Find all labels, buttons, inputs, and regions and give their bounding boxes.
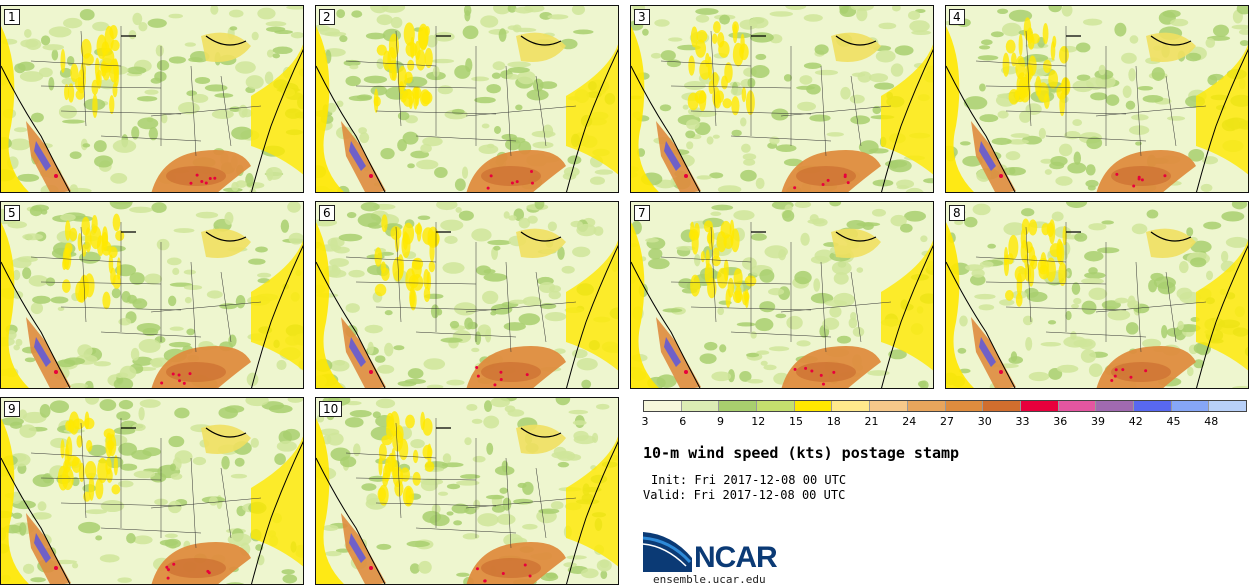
colorbar-tick: 24 — [902, 415, 917, 428]
colorbar-swatch — [681, 401, 720, 411]
member-label: 10 — [319, 401, 343, 417]
map-panel-2[interactable]: 2 — [315, 5, 619, 193]
colorbar-tick: 9 — [717, 415, 724, 428]
colorbar-tick: 3 — [641, 415, 649, 428]
colorbar-tick: 6 — [679, 415, 687, 428]
colorbar-tick: 48 — [1204, 415, 1219, 428]
colorbar-swatch — [832, 401, 871, 411]
colorbar-swatch — [794, 401, 833, 411]
colorbar-swatch — [870, 401, 908, 411]
colorbar-tick: 21 — [864, 415, 879, 428]
wind-map-9 — [1, 398, 303, 584]
colorbar-tick: 45 — [1166, 415, 1181, 428]
wind-map-6 — [316, 202, 618, 388]
colorbar-swatch — [1133, 401, 1172, 411]
map-panel-5[interactable]: 5 — [0, 201, 304, 389]
colorbar-swatch — [983, 401, 1021, 411]
member-label: 8 — [949, 205, 965, 221]
wind-map-10 — [316, 398, 618, 584]
colorbar-tick: 30 — [977, 415, 992, 428]
member-label: 4 — [949, 9, 965, 25]
colorbar-swatch — [644, 401, 682, 411]
map-panel-7[interactable]: 7 — [630, 201, 934, 389]
colorbar-tick: 12 — [751, 415, 766, 428]
member-label: 5 — [4, 205, 20, 221]
colorbar-swatch — [945, 401, 984, 411]
colorbar-tick: 18 — [826, 415, 841, 428]
wind-map-8 — [946, 202, 1248, 388]
wind-speed-colorbar — [643, 400, 1247, 412]
colorbar-tick: 33 — [1015, 415, 1030, 428]
colorbar-swatch — [757, 401, 795, 411]
wind-map-7 — [631, 202, 933, 388]
member-label: 3 — [634, 9, 650, 25]
wind-map-4 — [946, 6, 1248, 192]
colorbar-swatch — [1058, 401, 1097, 411]
colorbar-tick: 42 — [1128, 415, 1143, 428]
map-panel-3[interactable]: 3 — [630, 5, 934, 193]
colorbar-swatch — [719, 401, 758, 411]
member-label: 9 — [4, 401, 20, 417]
colorbar-swatch — [1020, 401, 1059, 411]
wind-map-1 — [1, 6, 303, 192]
ncar-logo-icon — [642, 532, 692, 572]
colorbar-tick: 27 — [940, 415, 954, 428]
wind-map-2 — [316, 6, 618, 192]
colorbar-tick: 15 — [789, 415, 803, 428]
member-label: 7 — [634, 205, 650, 221]
valid-time: Valid: Fri 2017-12-08 00 UTC — [643, 488, 846, 502]
wind-map-5 — [1, 202, 303, 388]
member-label: 6 — [319, 205, 335, 221]
colorbar-tick: 36 — [1053, 415, 1068, 428]
map-panel-9[interactable]: 9 — [0, 397, 304, 585]
init-time: Init: Fri 2017-12-08 00 UTC — [651, 473, 847, 487]
map-panel-8[interactable]: 8 — [945, 201, 1249, 389]
colorbar-tick-labels: 3 6 9 12 15 18 21 24 27 30 33 36 39 42 45 48 — [641, 415, 1247, 429]
map-panel-10[interactable]: 10 — [315, 397, 619, 585]
chart-title: 10-m wind speed (kts) postage stamp — [643, 444, 960, 462]
ncar-logo-text: NCAR — [694, 541, 778, 574]
colorbar-swatch — [1171, 401, 1210, 411]
map-panel-1[interactable]: 1 — [0, 5, 304, 193]
site-url[interactable]: ensemble.ucar.edu — [653, 573, 766, 586]
colorbar-swatch — [907, 401, 946, 411]
wind-map-3 — [631, 6, 933, 192]
colorbar-swatch — [1096, 401, 1134, 411]
member-label: 2 — [319, 9, 335, 25]
colorbar-tick: 39 — [1091, 415, 1105, 428]
map-panel-6[interactable]: 6 — [315, 201, 619, 389]
member-label: 1 — [4, 9, 20, 25]
colorbar-swatch — [1209, 401, 1246, 411]
map-panel-4[interactable]: 4 — [945, 5, 1249, 193]
